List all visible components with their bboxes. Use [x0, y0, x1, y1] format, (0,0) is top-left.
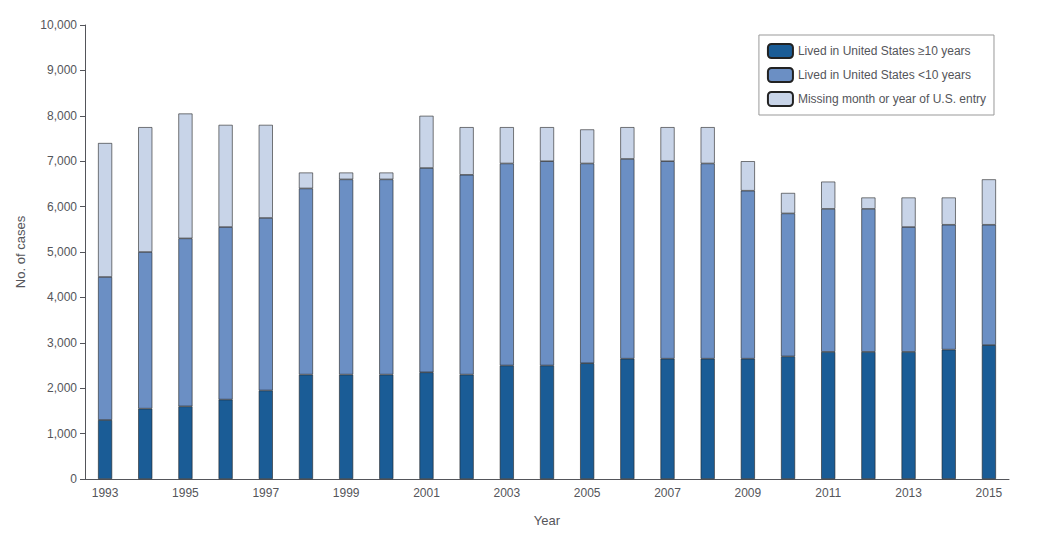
svg-text:0: 0 [70, 472, 77, 486]
svg-text:No. of cases: No. of cases [13, 215, 28, 288]
svg-text:8,000: 8,000 [47, 109, 77, 123]
svg-text:2011: 2011 [815, 486, 841, 500]
svg-text:2013: 2013 [895, 486, 922, 500]
svg-text:1995: 1995 [172, 486, 199, 500]
svg-text:Missing month or year of U.S.: Missing month or year of U.S. entry [798, 92, 986, 106]
svg-text:3,000: 3,000 [47, 336, 77, 350]
svg-text:6,000: 6,000 [47, 200, 77, 214]
svg-text:Lived in United States ≥10 yea: Lived in United States ≥10 years [798, 44, 971, 58]
svg-text:1999: 1999 [333, 486, 360, 500]
svg-text:5,000: 5,000 [47, 245, 77, 259]
svg-text:7,000: 7,000 [47, 154, 77, 168]
svg-text:1993: 1993 [92, 486, 119, 500]
svg-text:Year: Year [534, 513, 561, 528]
svg-text:9,000: 9,000 [47, 63, 77, 77]
svg-text:2003: 2003 [493, 486, 520, 500]
svg-text:4,000: 4,000 [47, 290, 77, 304]
svg-text:1,000: 1,000 [47, 427, 77, 441]
svg-text:2015: 2015 [976, 486, 1003, 500]
svg-text:2009: 2009 [735, 486, 762, 500]
svg-text:Lived in United States <10 yea: Lived in United States <10 years [798, 68, 971, 82]
svg-text:2007: 2007 [654, 486, 681, 500]
svg-text:2,000: 2,000 [47, 381, 77, 395]
svg-text:1997: 1997 [252, 486, 279, 500]
svg-text:2005: 2005 [574, 486, 601, 500]
svg-text:2001: 2001 [413, 486, 440, 500]
svg-text:10,000: 10,000 [40, 18, 77, 32]
